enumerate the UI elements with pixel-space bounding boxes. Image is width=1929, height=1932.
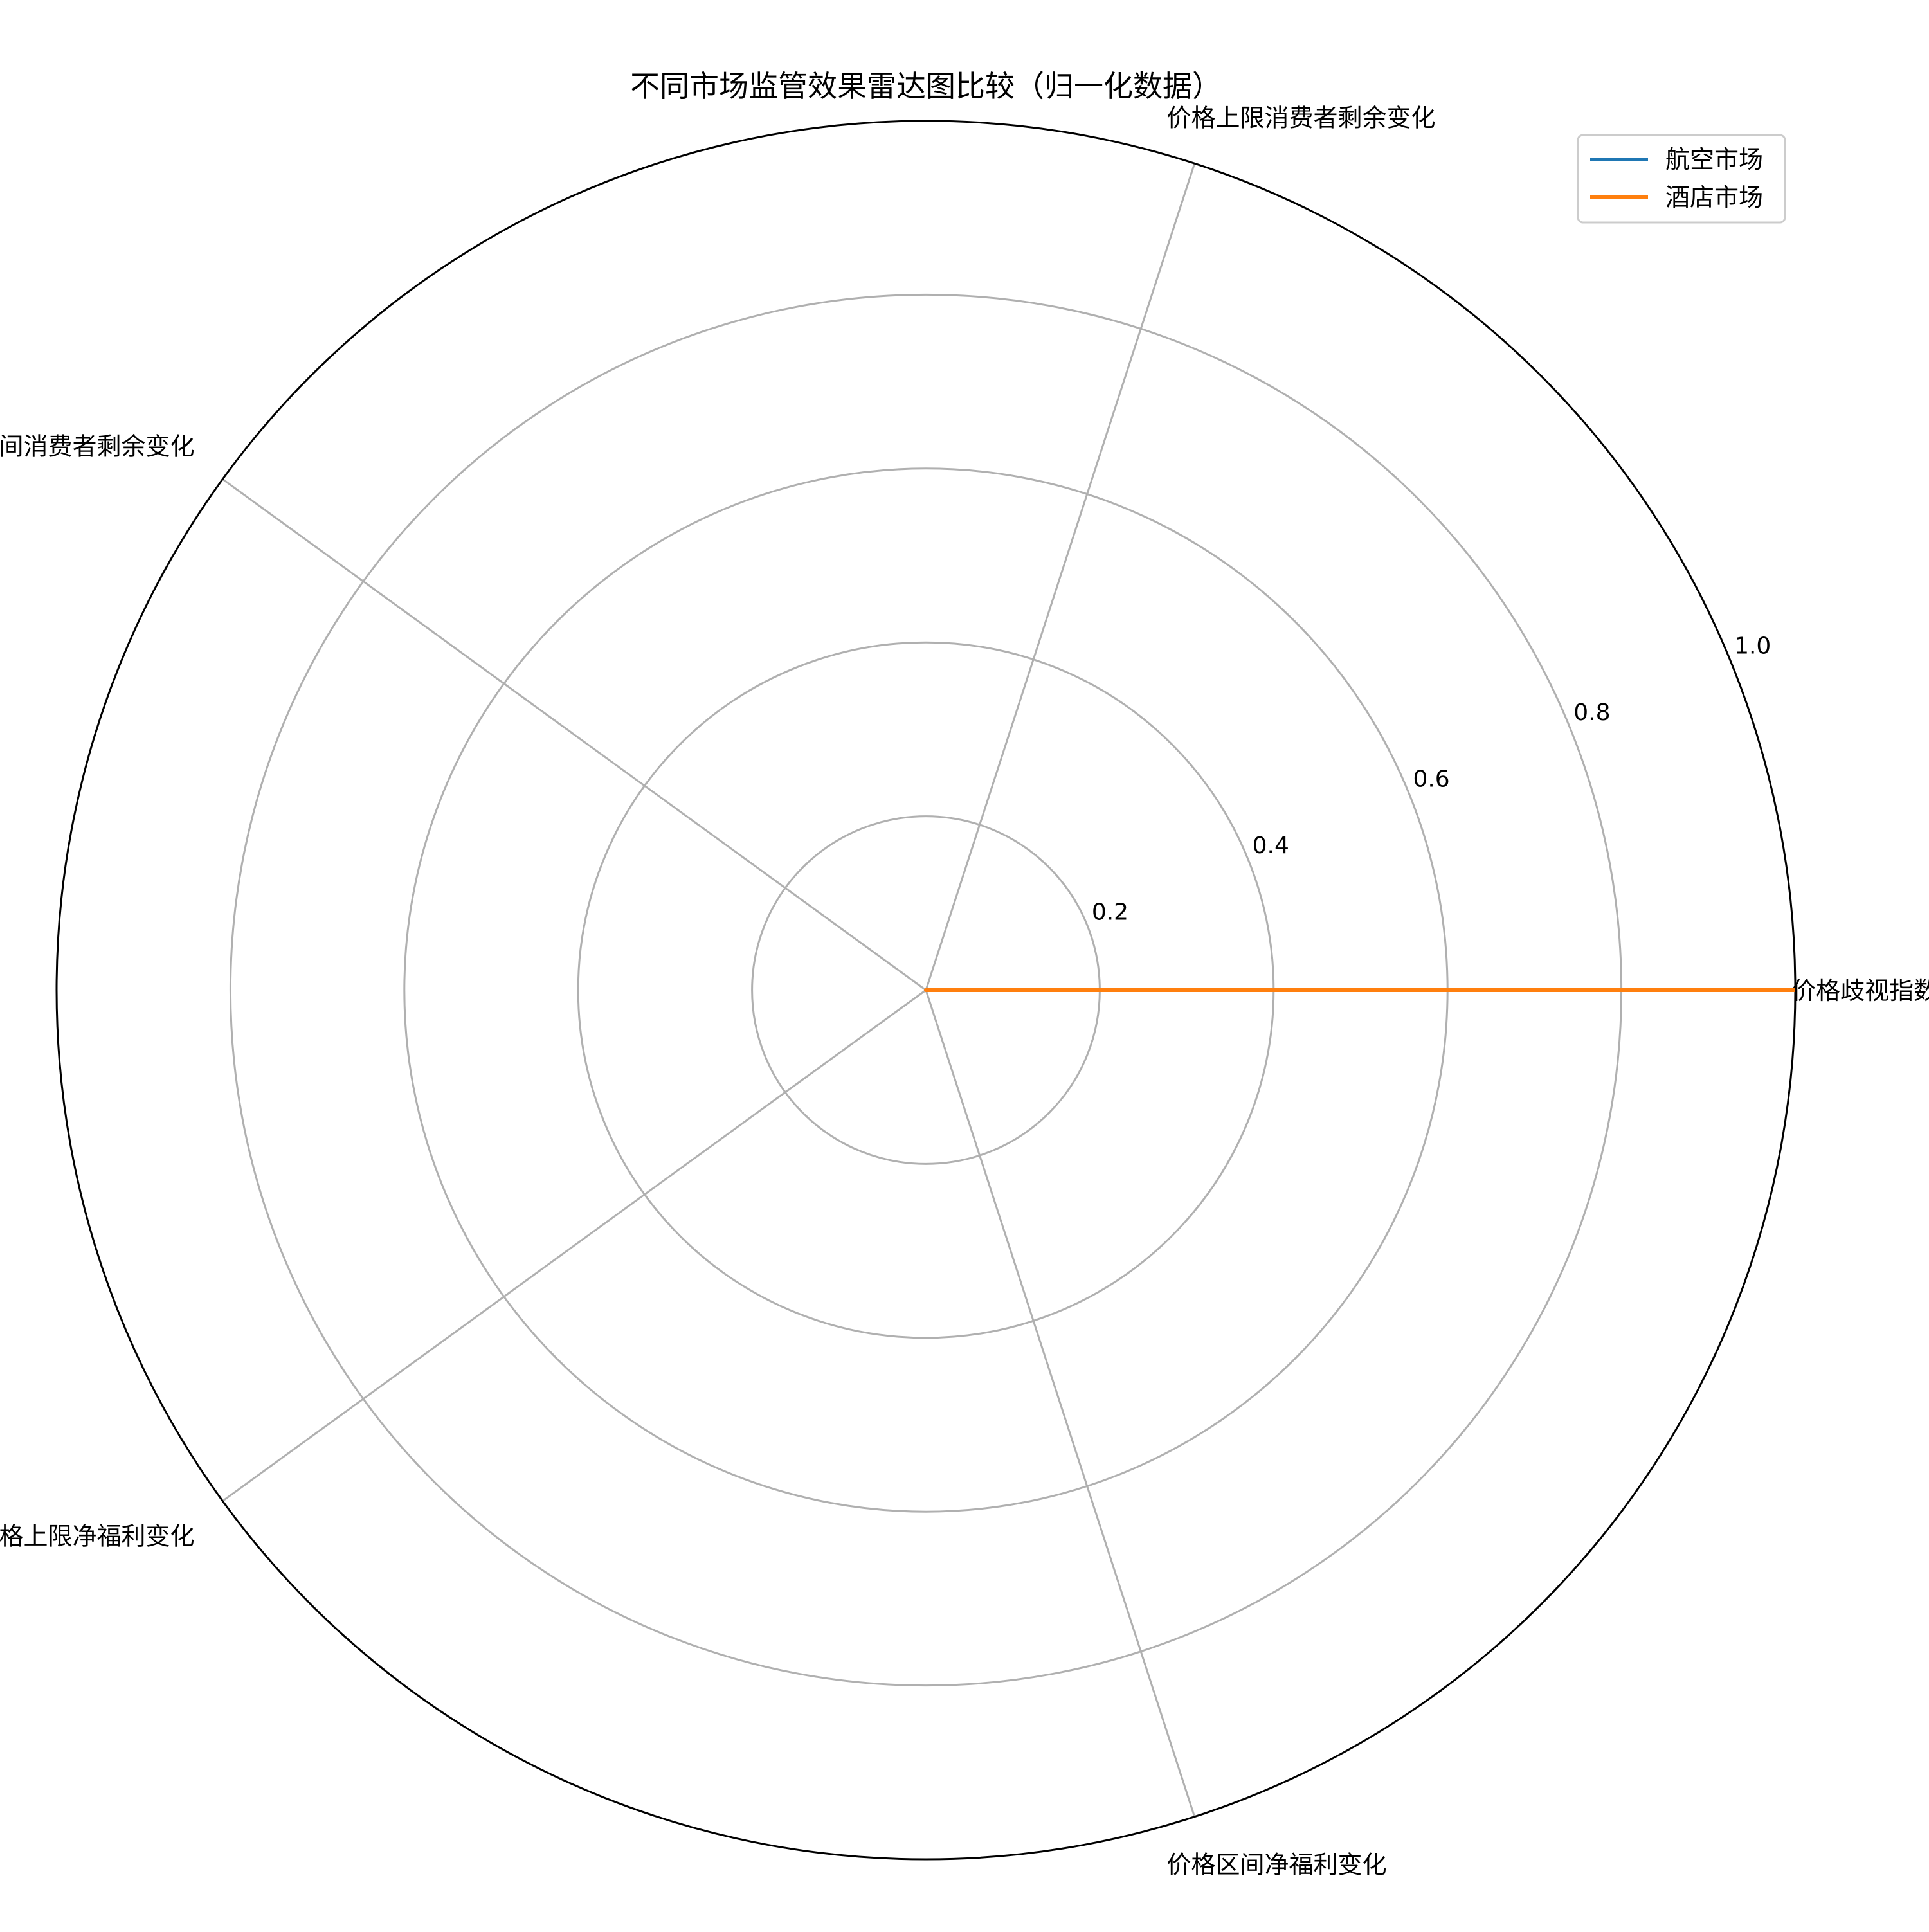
axis-label: 价格歧视指数 [1791, 977, 1929, 1005]
axis-label: 价格区间消费者剩余变化 [0, 433, 194, 461]
radial-tick-label: 0.8 [1573, 700, 1610, 726]
radial-tick-label: 1.0 [1734, 633, 1771, 660]
radial-tick-label: 0.6 [1413, 766, 1449, 793]
legend: 航空市场 酒店市场 [1577, 134, 1786, 224]
radial-tick-label: 0.4 [1253, 833, 1289, 859]
chart-title: 不同市场监管效果雷达图比较（归一化数据） [630, 69, 1222, 104]
legend-label-series-1: 酒店市场 [1665, 183, 1763, 212]
axis-spoke [925, 163, 1196, 991]
axis-labels: 价格歧视指数 价格上限消费者剩余变化价格区间消费者剩余变化价格上限净福利变化价格区… [0, 104, 1929, 1879]
radial-tick-label: 0.2 [1092, 899, 1128, 926]
axis-label: 价格上限消费者剩余变化 [1167, 104, 1436, 132]
axis-spoke [222, 989, 927, 1502]
legend-frame [1577, 134, 1786, 224]
axis-spoke [222, 478, 927, 991]
axis-spoke [925, 989, 1196, 1818]
axis-label: 价格上限净福利变化 [0, 1522, 194, 1550]
legend-label-series-0: 航空市场 [1665, 145, 1763, 174]
radial-tick-labels: 0.2 0.4 0.6 0.8 1.0 [1092, 633, 1771, 926]
axis-label: 价格区间净福利变化 [1167, 1850, 1387, 1879]
